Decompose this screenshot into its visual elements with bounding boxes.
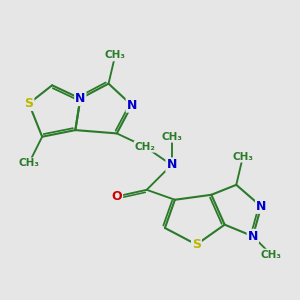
Text: N: N — [167, 158, 177, 171]
Text: CH₃: CH₃ — [18, 158, 39, 168]
Text: N: N — [256, 200, 266, 213]
Text: CH₃: CH₃ — [232, 152, 254, 162]
Text: N: N — [75, 92, 86, 105]
Text: CH₂: CH₂ — [135, 142, 155, 152]
Text: N: N — [248, 230, 258, 243]
Text: N: N — [127, 99, 137, 112]
Text: S: S — [192, 238, 201, 251]
Text: O: O — [112, 190, 122, 203]
Text: CH₃: CH₃ — [261, 250, 282, 260]
Text: CH₃: CH₃ — [161, 132, 182, 142]
Text: CH₃: CH₃ — [105, 50, 126, 60]
Text: S: S — [24, 97, 33, 110]
